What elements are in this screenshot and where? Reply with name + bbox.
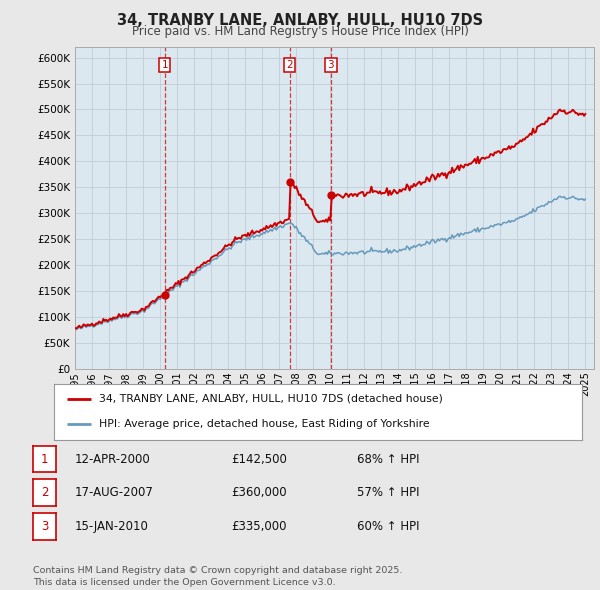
Text: HPI: Average price, detached house, East Riding of Yorkshire: HPI: Average price, detached house, East… xyxy=(99,419,430,430)
Text: 2: 2 xyxy=(41,486,48,499)
Text: 3: 3 xyxy=(41,520,48,533)
Text: 3: 3 xyxy=(328,60,334,70)
Text: £142,500: £142,500 xyxy=(231,453,287,466)
Text: Price paid vs. HM Land Registry's House Price Index (HPI): Price paid vs. HM Land Registry's House … xyxy=(131,25,469,38)
Text: 1: 1 xyxy=(41,453,48,466)
Text: 1: 1 xyxy=(161,60,168,70)
Text: 12-APR-2000: 12-APR-2000 xyxy=(75,453,151,466)
Text: Contains HM Land Registry data © Crown copyright and database right 2025.
This d: Contains HM Land Registry data © Crown c… xyxy=(33,566,403,587)
Text: 34, TRANBY LANE, ANLABY, HULL, HU10 7DS (detached house): 34, TRANBY LANE, ANLABY, HULL, HU10 7DS … xyxy=(99,394,443,404)
Text: 2: 2 xyxy=(286,60,293,70)
Text: 34, TRANBY LANE, ANLABY, HULL, HU10 7DS: 34, TRANBY LANE, ANLABY, HULL, HU10 7DS xyxy=(117,13,483,28)
Text: 57% ↑ HPI: 57% ↑ HPI xyxy=(357,486,419,499)
Text: £360,000: £360,000 xyxy=(231,486,287,499)
Text: 68% ↑ HPI: 68% ↑ HPI xyxy=(357,453,419,466)
Text: 60% ↑ HPI: 60% ↑ HPI xyxy=(357,520,419,533)
Text: 17-AUG-2007: 17-AUG-2007 xyxy=(75,486,154,499)
Text: £335,000: £335,000 xyxy=(231,520,287,533)
Text: 15-JAN-2010: 15-JAN-2010 xyxy=(75,520,149,533)
